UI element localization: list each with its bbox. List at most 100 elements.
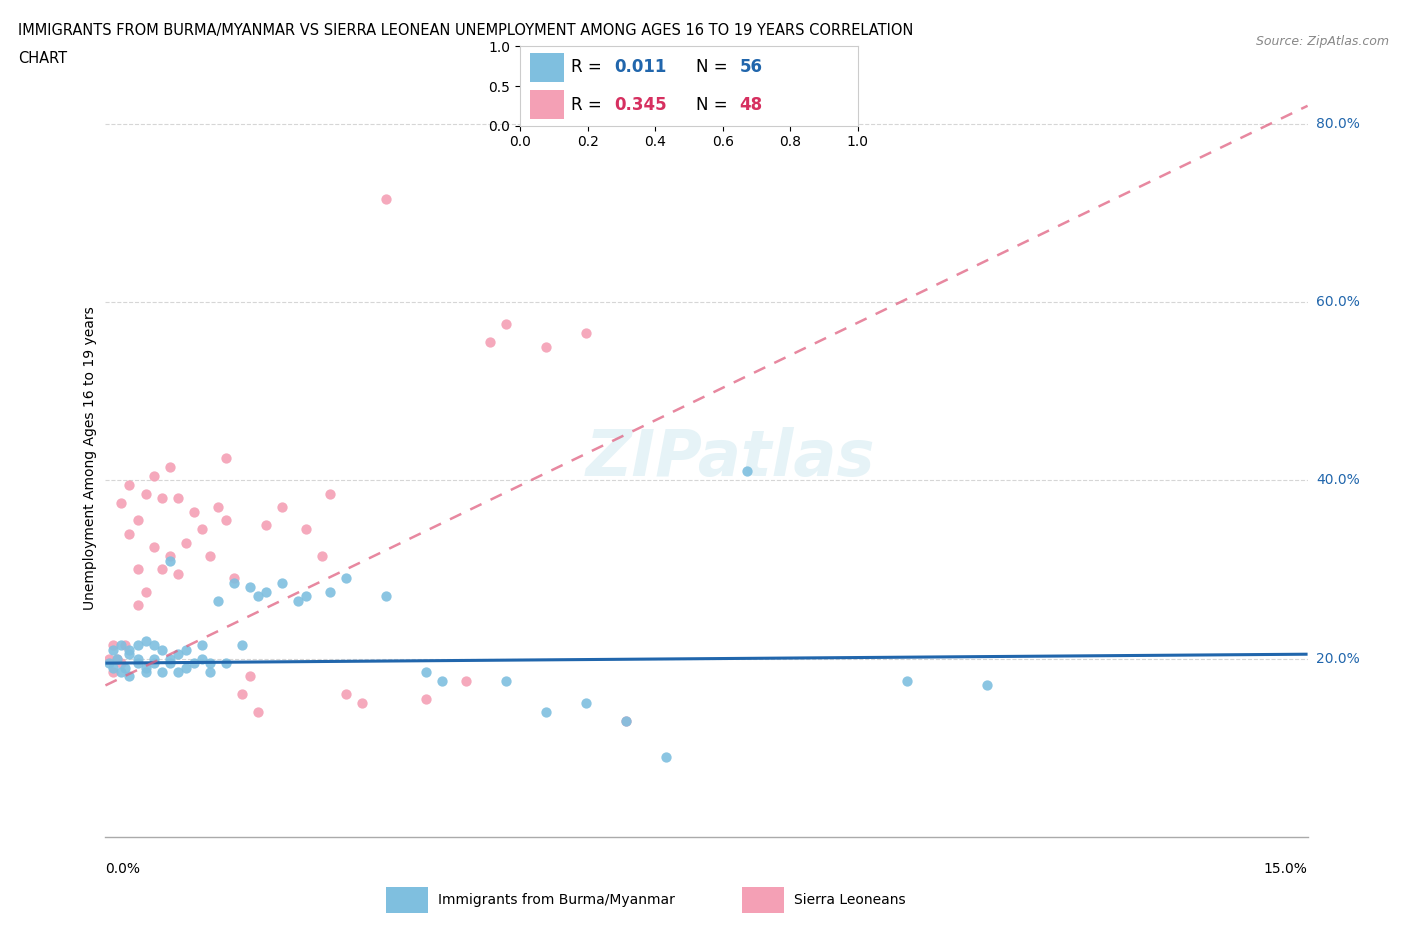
Text: 80.0%: 80.0% [1316, 116, 1360, 130]
Point [159, 553, 181, 568]
Point [231, 638, 253, 653]
Point [190, 638, 212, 653]
Point [616, 713, 638, 728]
Point [103, 665, 125, 680]
Point [135, 486, 157, 501]
Point [127, 513, 149, 528]
Point [335, 687, 357, 702]
Point [350, 696, 373, 711]
Point [415, 691, 437, 706]
Point [190, 651, 212, 666]
Point [166, 566, 188, 581]
Point [222, 571, 245, 586]
Point [135, 633, 157, 648]
FancyBboxPatch shape [530, 53, 564, 82]
Point [159, 651, 181, 666]
Point [534, 705, 557, 720]
FancyBboxPatch shape [387, 887, 429, 913]
Point [231, 687, 253, 702]
Point [127, 656, 149, 671]
Text: 15.0%: 15.0% [1264, 862, 1308, 876]
Text: 48: 48 [740, 96, 762, 113]
Point [114, 660, 136, 675]
Point [142, 469, 165, 484]
Point [166, 646, 188, 661]
Point [135, 660, 157, 675]
Point [127, 562, 149, 577]
Point [495, 317, 517, 332]
FancyBboxPatch shape [742, 887, 785, 913]
Text: ZIPatlas: ZIPatlas [586, 427, 876, 489]
Point [246, 705, 269, 720]
Point [254, 517, 277, 532]
Text: 0.345: 0.345 [614, 96, 668, 113]
Point [98, 651, 121, 666]
Point [107, 651, 129, 666]
Text: 0.011: 0.011 [614, 59, 666, 76]
Point [159, 656, 181, 671]
Point [166, 491, 188, 506]
Point [183, 656, 205, 671]
Point [735, 464, 758, 479]
Point [495, 673, 517, 688]
Point [239, 580, 262, 595]
Point [287, 593, 309, 608]
Point [319, 584, 342, 599]
Point [174, 643, 197, 658]
Point [135, 584, 157, 599]
Point [207, 499, 229, 514]
Point [103, 643, 125, 658]
Point [214, 451, 236, 466]
Y-axis label: Unemployment Among Ages 16 to 19 years: Unemployment Among Ages 16 to 19 years [83, 306, 97, 610]
Point [198, 549, 221, 564]
Point [198, 665, 221, 680]
Point [166, 665, 188, 680]
Text: N =: N = [696, 96, 733, 113]
Text: IMMIGRANTS FROM BURMA/MYANMAR VS SIERRA LEONEAN UNEMPLOYMENT AMONG AGES 16 TO 19: IMMIGRANTS FROM BURMA/MYANMAR VS SIERRA … [18, 23, 914, 38]
Point [114, 638, 136, 653]
Point [118, 643, 141, 658]
Text: 0.0%: 0.0% [105, 862, 141, 876]
Text: CHART: CHART [18, 51, 67, 66]
Point [479, 335, 502, 350]
Text: Immigrants from Burma/Myanmar: Immigrants from Burma/Myanmar [437, 893, 675, 908]
Point [415, 665, 437, 680]
Point [335, 571, 357, 586]
Point [575, 326, 598, 340]
Point [150, 491, 173, 506]
Point [118, 526, 141, 541]
Text: R =: R = [571, 96, 607, 113]
Text: Source: ZipAtlas.com: Source: ZipAtlas.com [1256, 35, 1389, 48]
Point [135, 665, 157, 680]
Point [246, 589, 269, 604]
Point [254, 584, 277, 599]
Point [174, 660, 197, 675]
Point [150, 562, 173, 577]
Point [127, 638, 149, 653]
Point [142, 651, 165, 666]
Point [430, 673, 453, 688]
Text: 40.0%: 40.0% [1316, 473, 1360, 487]
Text: 60.0%: 60.0% [1316, 295, 1360, 309]
Point [454, 673, 477, 688]
Point [142, 638, 165, 653]
Point [222, 576, 245, 591]
Point [150, 665, 173, 680]
Text: 56: 56 [740, 59, 762, 76]
Point [295, 522, 318, 537]
Point [183, 504, 205, 519]
Point [190, 522, 212, 537]
Point [976, 678, 998, 693]
Point [214, 656, 236, 671]
Point [142, 656, 165, 671]
Point [110, 665, 132, 680]
Text: Sierra Leoneans: Sierra Leoneans [793, 893, 905, 908]
Point [374, 589, 398, 604]
Point [319, 486, 342, 501]
Point [103, 638, 125, 653]
Point [118, 669, 141, 684]
Point [98, 656, 121, 671]
Point [896, 673, 918, 688]
Point [142, 539, 165, 554]
Text: R =: R = [571, 59, 607, 76]
